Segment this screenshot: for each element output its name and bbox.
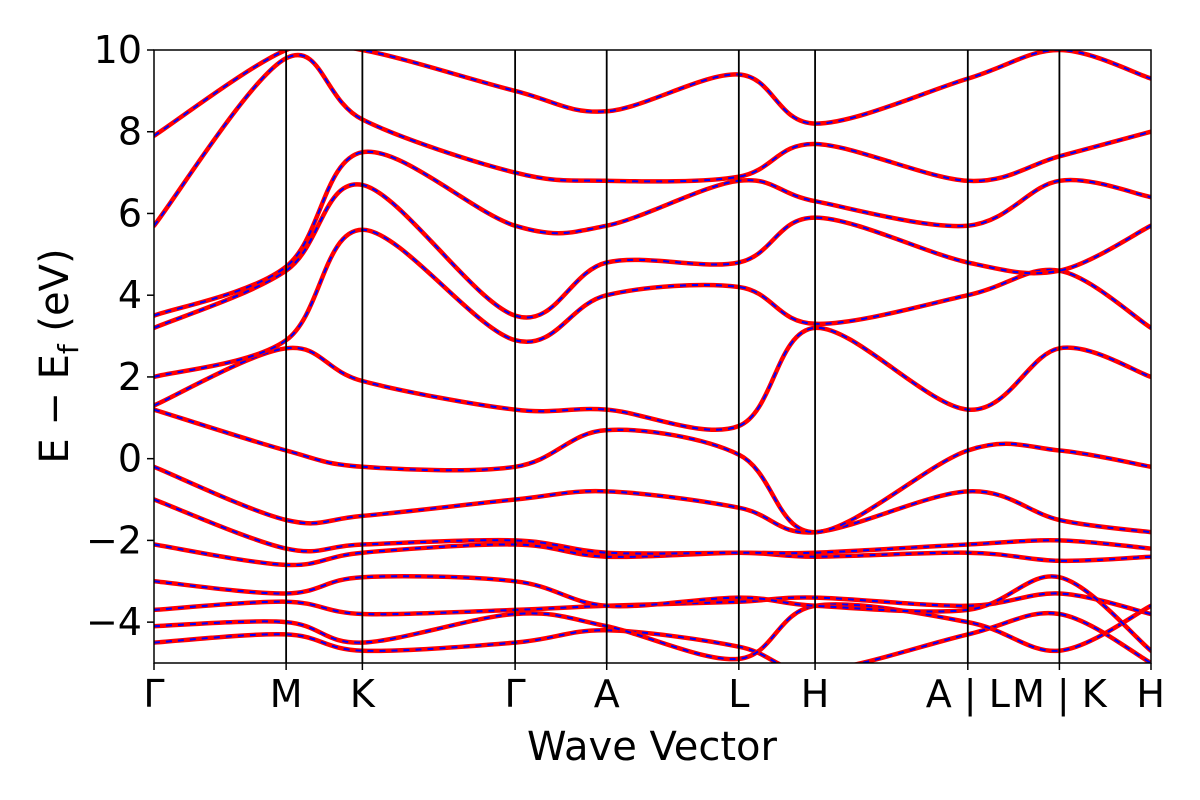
band-8-overlay-line	[154, 408, 1151, 534]
band-14-overlay-line	[154, 50, 1151, 137]
band-1-overlay-line	[154, 612, 1151, 663]
y-tick-label: −2	[86, 518, 142, 562]
x-tick-label: M	[270, 672, 303, 716]
y-tick-label: 0	[118, 437, 142, 481]
band-10-overlay-line	[154, 228, 1151, 378]
plot-area	[154, 50, 1151, 663]
band-7-overlay-line	[154, 465, 1151, 534]
y-tick-label: 8	[118, 110, 142, 154]
x-tick-label: A	[594, 672, 620, 716]
band-6-line	[154, 497, 1151, 556]
x-tick-label: Γ	[143, 672, 164, 716]
band-5-overlay-line	[154, 543, 1151, 566]
y-axis-label-unit: (eV)	[32, 248, 78, 344]
x-tick-label: A | L	[926, 672, 1010, 717]
x-tick-label: Γ	[505, 672, 526, 716]
band-2-overlay-line	[154, 603, 1151, 661]
band-3-overlay-line	[154, 592, 1151, 616]
y-axis-label-subscript: f	[52, 343, 85, 354]
y-tick-label: 2	[118, 355, 142, 399]
x-axis-label: Wave Vector	[527, 724, 778, 770]
band-4-overlay-line	[154, 575, 1151, 652]
y-axis-label-main: E − E	[32, 354, 78, 464]
y-tick-label: −4	[86, 600, 142, 644]
y-tick-label: 4	[118, 273, 142, 317]
y-axis-label: E − Ef (eV)	[32, 248, 85, 463]
x-tick-label: H	[1136, 672, 1165, 716]
y-tick-label: 10	[94, 28, 142, 72]
band-9-overlay-line	[154, 326, 1151, 431]
kpath-lines	[285, 50, 1061, 663]
x-tick-label: M | K	[1012, 672, 1108, 717]
bands-layer	[154, 50, 1151, 663]
x-tick-label: L	[728, 672, 749, 716]
x-tick-label: H	[801, 672, 830, 716]
band-11-line	[154, 182, 1151, 331]
y-tick-label: 6	[118, 191, 142, 235]
plot-frame	[153, 49, 1152, 664]
x-tick-label: K	[350, 672, 376, 716]
y-axis-ticks: −4 −2 0 2 4 6 8 10	[86, 28, 154, 644]
band-12-overlay-line	[154, 150, 1151, 317]
band-13-overlay-line	[154, 54, 1151, 227]
